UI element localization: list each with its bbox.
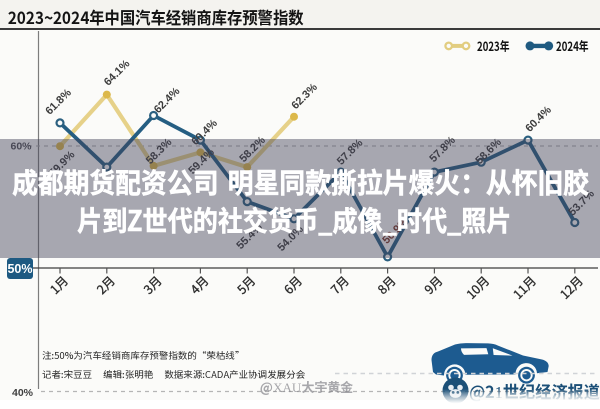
svg-text:60.4%: 60.4% [523, 104, 554, 135]
svg-text:11月: 11月 [509, 272, 540, 303]
svg-text:4月: 4月 [186, 272, 212, 298]
svg-text:12月: 12月 [556, 272, 587, 303]
svg-text:62.3%: 62.3% [289, 81, 320, 112]
svg-text:7月: 7月 [326, 272, 352, 298]
svg-text:60%: 60% [11, 141, 33, 153]
svg-text:9月: 9月 [420, 272, 446, 298]
svg-text:2023年: 2023年 [477, 36, 510, 55]
svg-text:64.1%: 64.1% [102, 58, 133, 89]
svg-text:61.8%: 61.8% [43, 87, 74, 118]
svg-text:8月: 8月 [373, 272, 399, 298]
svg-text:5月: 5月 [233, 272, 259, 298]
svg-text:62.4%: 62.4% [152, 85, 183, 116]
svg-text:2024年: 2024年 [556, 36, 589, 55]
svg-text:40%: 40% [12, 387, 34, 399]
svg-text:1月: 1月 [46, 272, 72, 298]
svg-text:50%: 50% [7, 262, 32, 276]
svg-text:10月: 10月 [462, 272, 493, 303]
svg-text:6月: 6月 [280, 272, 306, 298]
svg-text:2月: 2月 [92, 272, 118, 298]
svg-text:3月: 3月 [139, 272, 165, 298]
